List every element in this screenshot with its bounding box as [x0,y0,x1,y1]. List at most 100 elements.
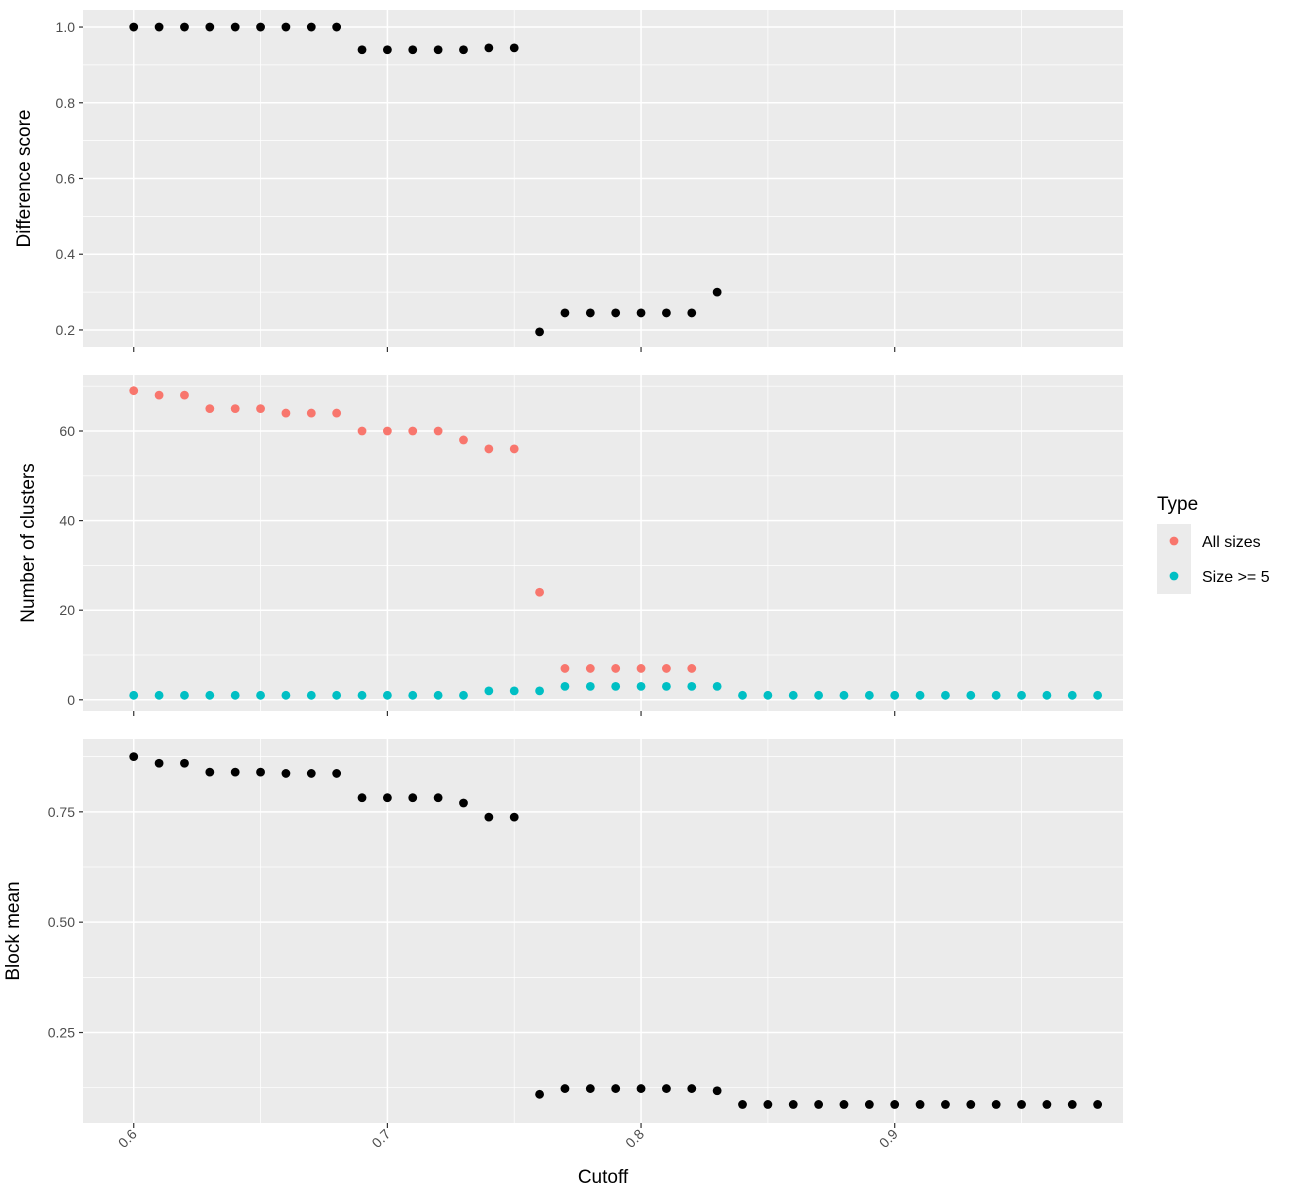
y-axis-title: Difference score [14,110,35,248]
data-point [154,758,164,768]
data-point [814,690,824,700]
data-point [839,690,849,700]
data-point [915,1100,925,1109]
data-point [636,681,646,691]
panels-layer: 0.2 0.4 0.6 0.8 1.0 Difference score 0 20 40 60 Nu… [3,10,1123,1151]
data-point [230,767,240,777]
panel-2: 0 20 40 60 Number of clusters [18,375,1123,716]
data-point [205,404,215,413]
y-tick-label: 0.4 [56,246,76,262]
x-tick-label: 0.7 [368,1126,393,1151]
data-point [408,690,418,700]
data-point [484,812,494,822]
data-point [129,752,139,762]
data-point [712,1086,722,1096]
series-points [129,752,1103,1109]
data-point [382,45,392,55]
data-point [1042,1100,1052,1109]
data-point [1017,690,1026,700]
legend: Type All sizes Size >= 5 [1157,494,1270,594]
data-point [433,426,443,436]
data-point [763,1100,773,1109]
data-point [230,22,240,32]
data-point [256,767,265,777]
data-point [839,1100,849,1109]
legend-key [1169,536,1179,546]
data-point [763,690,773,700]
data-point [585,308,595,318]
data-point [662,1084,671,1093]
data-point [687,681,697,691]
data-point [1067,1100,1077,1109]
y-tick-label: 60 [59,423,75,439]
data-point [382,690,392,700]
data-point [281,769,291,778]
data-point [966,1100,976,1109]
legend-entries: All sizes Size >= 5 [1157,524,1270,594]
legend-key-background [1157,524,1191,594]
data-point [611,1084,621,1093]
data-point [180,690,189,700]
data-point [738,690,747,700]
data-point [129,22,139,32]
data-point [154,690,164,700]
data-point [433,793,443,803]
data-point [687,1084,697,1093]
data-point [484,444,494,454]
panel-background [83,375,1123,711]
panel-1: 0.2 0.4 0.6 0.8 1.0 Difference score [14,10,1123,352]
data-point [357,45,367,55]
data-point [1093,690,1103,700]
data-point [560,681,570,691]
y-tick-label: 0 [67,692,75,708]
data-point [1067,690,1077,700]
data-point [611,681,621,691]
data-point [382,793,392,803]
y-axis-title: Number of clusters [18,463,39,622]
data-point [814,1100,824,1109]
data-point [281,22,291,32]
data-point [535,327,544,337]
data-point [636,1084,646,1093]
data-point [1017,1100,1026,1109]
y-tick-label: 1.0 [56,19,76,35]
data-point [205,767,215,777]
data-point [636,664,646,673]
data-point [154,390,164,400]
data-point [611,664,621,673]
data-point [459,798,468,808]
data-point [738,1100,747,1109]
data-point [281,690,291,700]
data-point [712,681,722,691]
y-tick-label: 0.6 [56,171,76,187]
data-point [256,690,265,700]
legend-title: Type [1157,494,1198,515]
data-point [256,22,265,32]
y-tick-label: 20 [59,602,75,618]
data-point [662,664,671,673]
data-point [662,308,671,318]
data-point [687,664,697,673]
data-point [991,690,1001,700]
data-point [433,45,443,55]
series-points [129,22,722,337]
data-point [459,45,468,55]
data-point [408,793,418,803]
data-point [306,769,316,778]
x-tick-label: 0.9 [876,1126,901,1151]
data-point [154,22,164,32]
data-point [915,690,925,700]
data-point [459,435,468,445]
panel-background [83,739,1123,1123]
data-point [459,690,468,700]
data-point [509,444,519,454]
data-point [535,686,544,696]
data-point [281,408,291,418]
legend-key [1169,571,1179,581]
data-point [433,690,443,700]
data-point [357,426,367,436]
data-point [687,308,697,318]
data-point [129,690,139,700]
data-point [408,426,418,436]
y-axis-title: Block mean [3,881,24,980]
